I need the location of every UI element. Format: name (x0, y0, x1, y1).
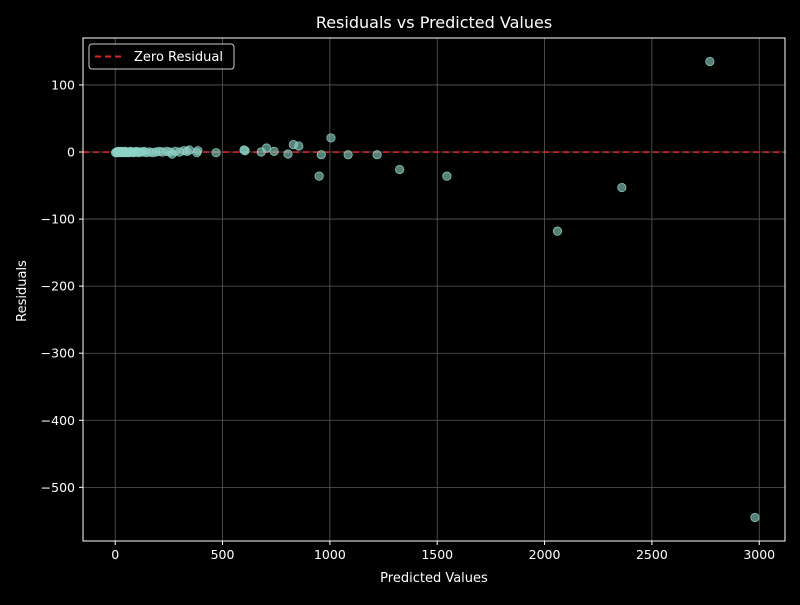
grid-lines (83, 38, 785, 541)
y-tick-label: −400 (41, 413, 75, 428)
data-point (343, 150, 353, 160)
data-point (261, 143, 272, 153)
x-tick-label: 2000 (529, 547, 561, 562)
scatter-points (111, 56, 760, 523)
data-point (326, 133, 336, 143)
data-point (269, 146, 279, 156)
data-point (316, 150, 326, 160)
data-point (372, 150, 382, 160)
chart-title: Residuals vs Predicted Values (316, 13, 552, 32)
y-tick-label: −200 (41, 279, 75, 294)
x-tick-label: 1000 (314, 547, 346, 562)
legend-entry-zero-residual: Zero Residual (134, 50, 223, 65)
x-tick-label: 1500 (421, 547, 453, 562)
data-point (193, 146, 203, 156)
data-point (283, 149, 293, 159)
x-tick-label: 3000 (743, 547, 775, 562)
data-point (314, 171, 324, 181)
y-axis-ticks: 100 0 −100 −200 −300 −400 −500 (41, 77, 83, 495)
data-point (617, 182, 627, 193)
y-tick-label: 100 (51, 77, 75, 92)
y-axis-label: Residuals (15, 260, 30, 322)
y-tick-label: 0 (67, 145, 75, 160)
data-point (395, 164, 405, 175)
x-tick-label: 500 (211, 547, 235, 562)
axes-frame (82, 37, 786, 542)
data-point (240, 146, 250, 156)
data-point (294, 141, 304, 151)
x-tick-label: 0 (111, 547, 119, 562)
y-tick-label: −100 (41, 212, 75, 227)
data-point (552, 226, 563, 236)
plot-frame (82, 37, 786, 542)
y-tick-label: −500 (41, 480, 75, 495)
x-axis-ticks: 0 500 1000 1500 2000 2500 3000 (111, 541, 775, 562)
x-tick-label: 2500 (636, 547, 668, 562)
x-axis-label: Predicted Values (380, 571, 488, 586)
data-point (211, 148, 221, 158)
data-point (705, 56, 715, 67)
data-point (750, 512, 760, 523)
y-tick-label: −300 (41, 346, 75, 361)
data-point (442, 171, 452, 181)
legend: Zero Residual (88, 43, 235, 70)
legend-box (88, 43, 235, 70)
